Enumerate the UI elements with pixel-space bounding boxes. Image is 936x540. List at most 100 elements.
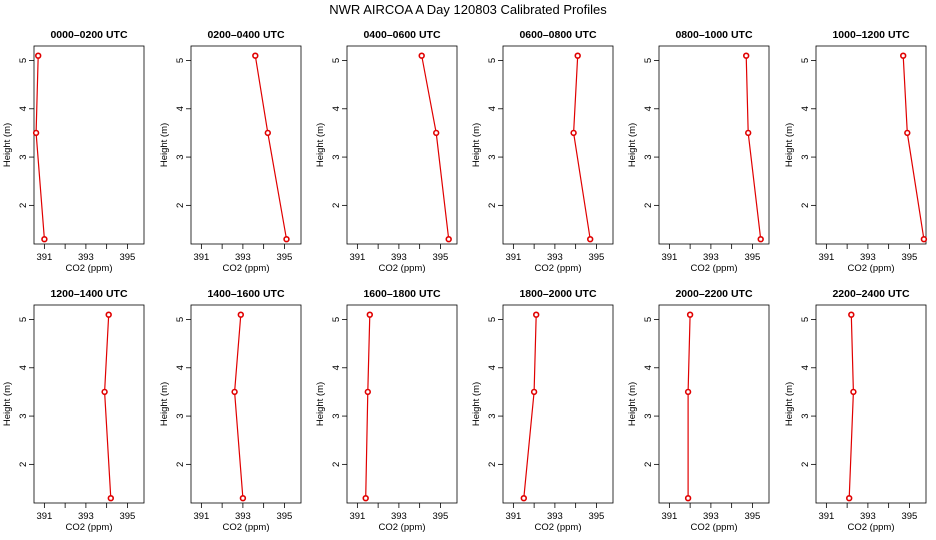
y-tick-label: 4 <box>643 106 654 111</box>
profile-point <box>362 495 369 502</box>
x-tick-label: 393 <box>860 511 876 522</box>
x-tick-label: 391 <box>818 511 834 522</box>
y-axis-label: Height (m) <box>315 123 326 167</box>
y-tick-label: 3 <box>800 154 811 159</box>
y-axis-label: Height (m) <box>471 123 482 167</box>
panel-title: 0600–0800 UTC <box>519 29 596 41</box>
x-tick-label: 391 <box>193 511 209 522</box>
x-tick-label: 391 <box>818 252 834 263</box>
x-tick-label: 391 <box>193 252 209 263</box>
y-tick-label: 2 <box>331 203 342 208</box>
x-tick-label: 395 <box>276 511 292 522</box>
profile-point <box>237 311 245 318</box>
y-axis-label: Height (m) <box>627 123 638 167</box>
y-tick-label: 2 <box>18 462 29 467</box>
x-tick-label: 393 <box>78 252 94 263</box>
y-tick-label: 3 <box>18 154 29 159</box>
y-tick-label: 2 <box>175 462 186 467</box>
y-tick-label: 4 <box>487 365 498 370</box>
profile-point <box>264 129 271 137</box>
x-tick-label: 395 <box>588 252 604 263</box>
y-tick-label: 2 <box>331 462 342 467</box>
x-axis-label: CO2 (ppm) <box>223 522 270 533</box>
profile-point <box>231 388 238 396</box>
profile-point <box>34 52 42 59</box>
x-tick-label: 395 <box>901 511 917 522</box>
y-axis-label: Height (m) <box>2 382 13 426</box>
panel-title: 1400–1600 UTC <box>207 288 284 300</box>
y-tick-label: 3 <box>487 413 498 418</box>
figure-title: NWR AIRCOA A Day 120803 Calibrated Profi… <box>329 2 607 17</box>
x-tick-label: 393 <box>703 511 719 522</box>
y-tick-label: 3 <box>487 154 498 159</box>
profile-panel: 0000–0200 UTC 391 393 395 2 3 4 5 CO2 (ppm) Heigh… <box>2 29 145 274</box>
profile-line <box>35 55 45 240</box>
profile-panel: 2000–2200 UTC 391 393 395 2 3 4 5 CO2 (ppm) Heigh… <box>627 288 770 533</box>
x-axis-label: CO2 (ppm) <box>66 263 113 274</box>
y-tick-label: 3 <box>18 413 29 418</box>
x-tick-label: 391 <box>349 252 365 263</box>
profile-point <box>530 388 538 396</box>
x-tick-label: 393 <box>703 252 719 263</box>
y-tick-label: 3 <box>643 154 654 159</box>
profile-point <box>520 495 527 502</box>
profile-point <box>586 236 594 243</box>
y-axis-label: Height (m) <box>315 382 326 426</box>
y-tick-label: 4 <box>643 365 654 370</box>
y-tick-label: 5 <box>487 58 498 63</box>
x-tick-label: 395 <box>744 511 760 522</box>
panel-title: 1600–1800 UTC <box>363 288 440 300</box>
plot-frame <box>502 45 614 245</box>
y-tick-label: 5 <box>18 58 29 63</box>
y-axis-label: Height (m) <box>159 382 170 426</box>
profile-point <box>252 52 259 59</box>
y-tick-label: 5 <box>800 58 811 63</box>
profile-point <box>904 129 911 137</box>
x-axis-label: CO2 (ppm) <box>691 522 738 533</box>
profile-point <box>848 311 855 318</box>
profile-panel: 1000–1200 UTC 391 393 395 2 3 4 5 CO2 (ppm) Heigh… <box>784 29 928 274</box>
y-tick-label: 5 <box>175 58 186 63</box>
profile-line <box>254 55 288 240</box>
profile-point <box>899 52 907 59</box>
y-axis-label: Height (m) <box>159 123 170 167</box>
x-tick-label: 391 <box>36 511 52 522</box>
panel-title: 0400–0600 UTC <box>363 29 440 41</box>
plot-frame <box>815 304 927 504</box>
profile-line <box>421 55 450 240</box>
y-tick-label: 2 <box>175 203 186 208</box>
profile-point <box>41 236 48 243</box>
profile-panel: 2200–2400 UTC 391 393 395 2 3 4 5 CO2 (ppm) Heigh… <box>784 288 927 533</box>
x-axis-label: CO2 (ppm) <box>535 263 582 274</box>
x-tick-label: 393 <box>391 252 407 263</box>
y-tick-label: 3 <box>331 154 342 159</box>
panel-title: 1800–2000 UTC <box>519 288 596 300</box>
x-tick-label: 391 <box>661 511 677 522</box>
x-axis-label: CO2 (ppm) <box>691 263 738 274</box>
profile-line <box>902 55 925 240</box>
x-tick-label: 393 <box>391 511 407 522</box>
x-tick-label: 393 <box>547 511 563 522</box>
x-axis-label: CO2 (ppm) <box>848 522 895 533</box>
x-axis-label: CO2 (ppm) <box>535 522 582 533</box>
x-tick-label: 393 <box>860 252 876 263</box>
panel-title: 0000–0200 UTC <box>50 29 127 41</box>
profile-point <box>433 129 440 137</box>
profile-point <box>366 311 373 318</box>
y-tick-label: 2 <box>643 203 654 208</box>
y-tick-label: 4 <box>487 106 498 111</box>
profile-line <box>745 55 762 240</box>
x-tick-label: 391 <box>505 252 521 263</box>
y-tick-label: 4 <box>331 365 342 370</box>
y-tick-label: 5 <box>18 317 29 322</box>
x-tick-label: 393 <box>547 252 563 263</box>
profile-point <box>850 388 857 396</box>
panel-title: 2000–2200 UTC <box>675 288 752 300</box>
x-tick-label: 393 <box>78 511 94 522</box>
panel-title: 0800–1000 UTC <box>675 29 752 41</box>
plot-frame <box>815 45 927 245</box>
profile-point <box>105 311 112 318</box>
x-tick-label: 391 <box>349 511 365 522</box>
plot-frame <box>346 304 458 504</box>
